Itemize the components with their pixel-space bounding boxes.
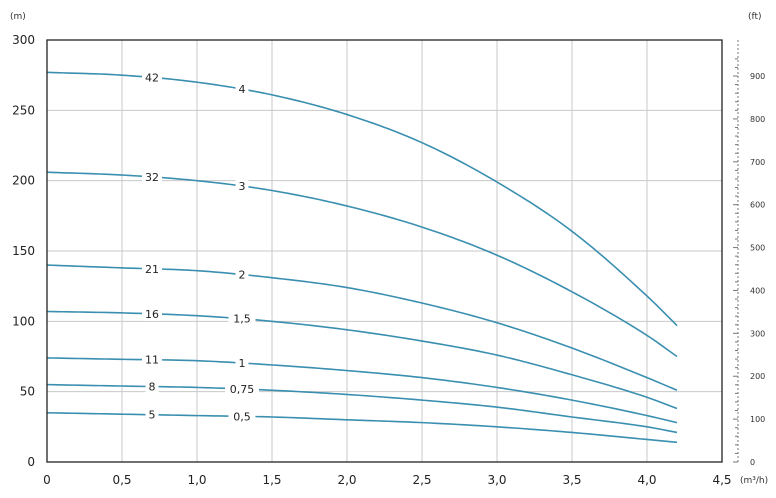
curve-11-stages [46, 357, 678, 424]
grid-lines [47, 40, 722, 462]
hp-label-bg [235, 267, 249, 282]
stages-label: 11 [145, 354, 159, 367]
performance-curves [46, 71, 678, 444]
stages-label-bg [142, 352, 162, 367]
y2-tick-label: 800 [750, 115, 765, 124]
plot-frame [46, 39, 723, 463]
x-tick-label: 0 [43, 473, 51, 487]
x-tick-label: 3,5 [562, 473, 581, 487]
y-tick-label: 250 [12, 103, 35, 117]
y2-tick-label: 900 [750, 72, 765, 81]
x-tick-label: 4,5 [712, 473, 731, 487]
x-tick-label: 2,0 [337, 473, 356, 487]
y-tick-label: 50 [20, 385, 35, 399]
x-tick-label: 4,0 [637, 473, 656, 487]
y2-tick-label: 400 [750, 286, 765, 295]
hp-label-bg [235, 178, 249, 193]
curve-5-stages [46, 411, 678, 444]
stages-label: 21 [145, 263, 159, 276]
stages-label: 16 [145, 308, 159, 321]
y-tick-label: 0 [27, 455, 35, 469]
hp-label: 0,75 [230, 383, 255, 396]
y2-tick-label: 600 [750, 201, 765, 210]
y-tick-label: 100 [12, 314, 35, 328]
stages-label: 32 [145, 171, 159, 184]
hp-label-bg [235, 356, 249, 371]
hp-label-bg [235, 82, 249, 97]
x-tick-label: 1,5 [262, 473, 281, 487]
x-axis-ticks: 0 0,5 1,0 1,5 2,0 2,5 3,0 3,5 4,0 4,5 [43, 473, 731, 487]
stages-label-bg [142, 70, 162, 85]
y2-tick-label: 200 [750, 372, 765, 381]
stages-label-bg [145, 379, 159, 394]
y-unit-left: (m) [10, 12, 26, 22]
y-tick-label: 150 [12, 244, 35, 258]
stages-label: 5 [149, 409, 156, 422]
x-tick-label: 2,5 [412, 473, 431, 487]
y2-tick-label: 100 [750, 415, 765, 424]
y2-tick-label: 0 [750, 458, 755, 467]
stages-label-bg [142, 261, 162, 276]
y2-tick-label: 500 [750, 244, 765, 253]
stages-label-bg [145, 407, 159, 422]
hp-label-bg [228, 409, 256, 424]
hp-label: 3 [239, 180, 246, 193]
y-tick-label: 200 [12, 174, 35, 188]
stages-label: 42 [145, 71, 159, 84]
hp-label: 1,5 [233, 313, 251, 326]
y2-tick-label: 700 [750, 158, 765, 167]
x-unit: (m³/h) [740, 476, 768, 486]
hp-label-bg [225, 381, 259, 396]
hp-label: 0,5 [233, 410, 251, 423]
hp-label: 2 [239, 269, 246, 282]
x-tick-label: 3,0 [487, 473, 506, 487]
y-unit-right: (ft) [748, 12, 762, 22]
hp-label: 1 [239, 357, 246, 370]
stages-label: 8 [149, 381, 156, 394]
stages-label-bg [142, 306, 162, 321]
y2-tick-label: 300 [750, 329, 765, 338]
y-axis-ticks: 0 50 100 150 200 250 300 [12, 33, 35, 469]
curve-32-stages [46, 171, 678, 358]
right-axis-feet: 0 100 200 300 400 500 600 700 800 900 [733, 40, 765, 467]
hp-label-bg [228, 311, 256, 326]
x-tick-label: 1,0 [187, 473, 206, 487]
stages-label-bg [142, 169, 162, 184]
y-tick-label: 300 [12, 33, 35, 47]
hp-label: 4 [239, 83, 246, 96]
x-tick-label: 0,5 [112, 473, 131, 487]
